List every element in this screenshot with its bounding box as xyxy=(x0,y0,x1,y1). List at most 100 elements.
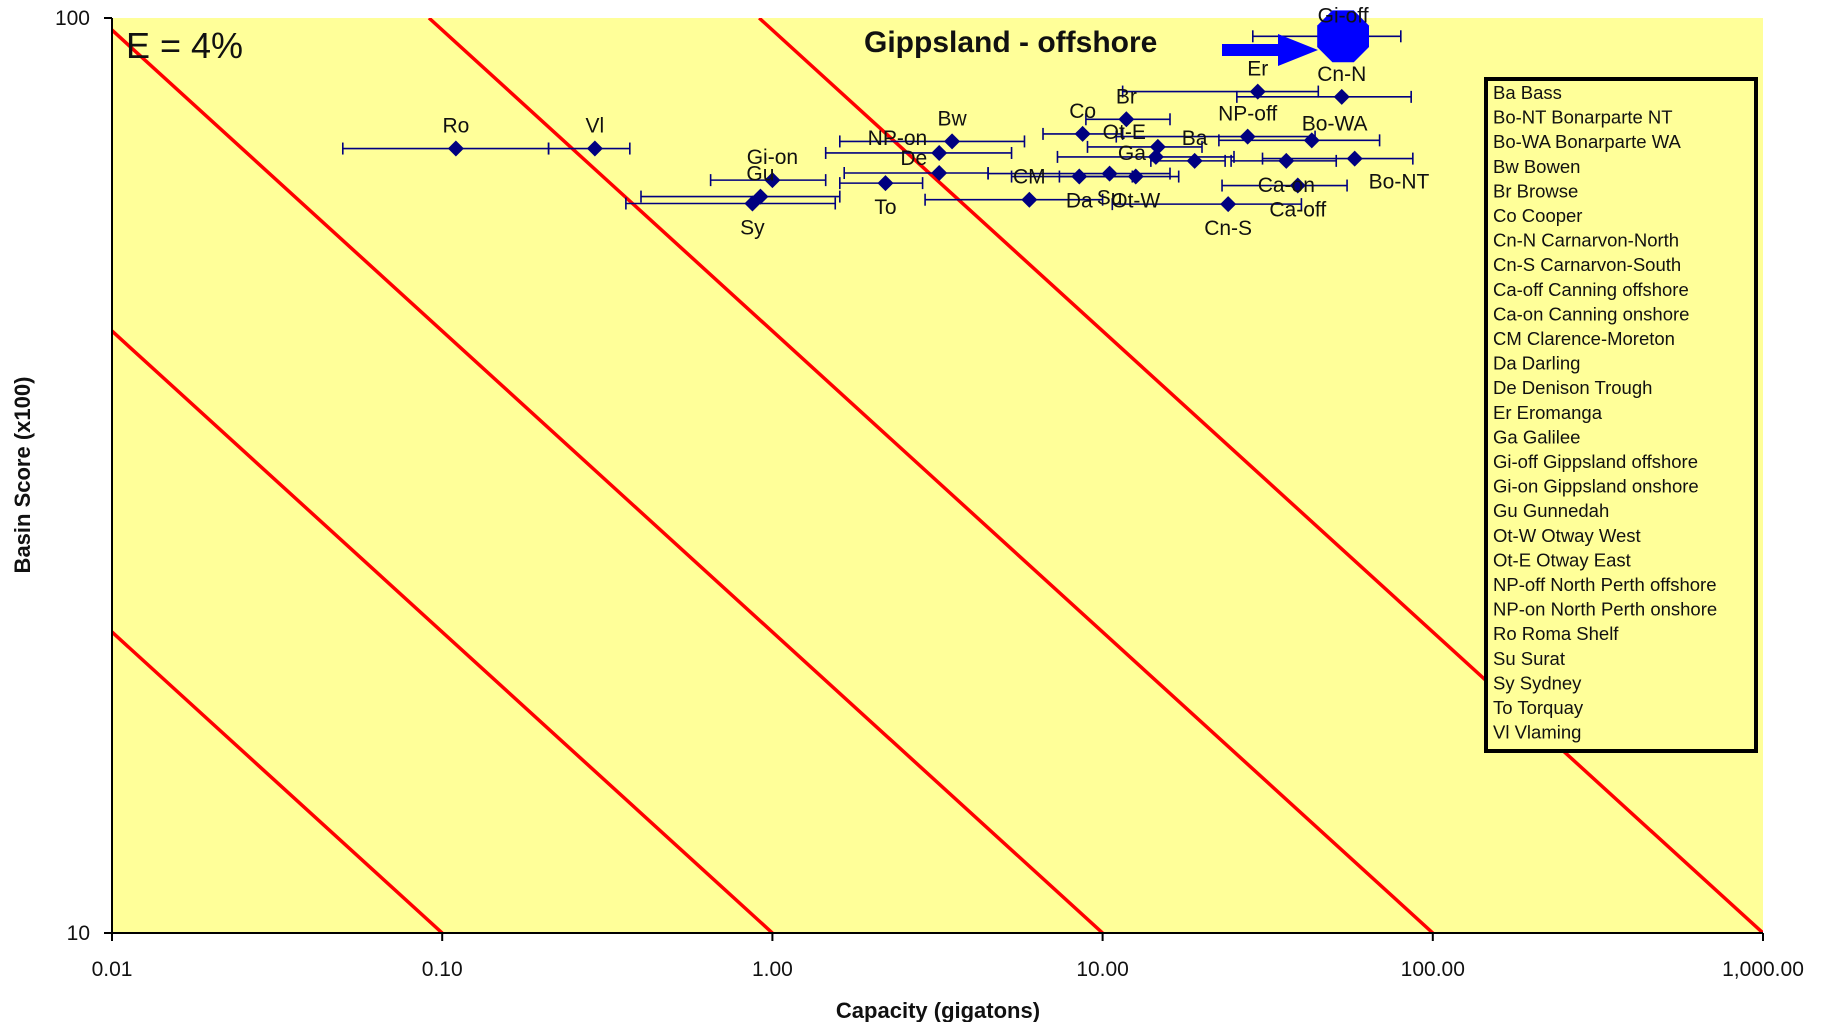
point-label-cn-n: Cn-N xyxy=(1317,63,1366,86)
x-tick-label: 100.00 xyxy=(1401,958,1465,981)
point-label-ot-e: Ot-E xyxy=(1103,121,1146,144)
marker-to xyxy=(877,175,894,192)
legend-entry: Gi-on Gippsland onshore xyxy=(1493,476,1699,497)
point-label-gi-on: Gi-on xyxy=(747,146,798,169)
point-label-bo-nt: Bo-NT xyxy=(1369,171,1430,194)
legend-entry: NP-on North Perth onshore xyxy=(1493,599,1717,620)
highlight-marker-gi-off xyxy=(1317,10,1369,63)
y-tick-label: 10 xyxy=(67,922,90,945)
marker-gi-on xyxy=(764,172,781,189)
point-label-np-on: NP-on xyxy=(868,127,928,150)
marker-de xyxy=(931,165,948,182)
legend-entry: Da Darling xyxy=(1493,353,1580,374)
y-axis-title: Basin Score (x100) xyxy=(10,377,35,574)
legend-entry: To Torquay xyxy=(1493,697,1584,718)
point-label-sy: Sy xyxy=(740,217,765,240)
point-label-cn-s: Cn-S xyxy=(1204,217,1252,240)
legend-entry: Cn-S Carnarvon-South xyxy=(1493,254,1681,275)
marker-cm xyxy=(1021,191,1038,208)
reference-line-2 xyxy=(112,328,774,933)
legend-entry: Ro Roma Shelf xyxy=(1493,623,1619,644)
marker-bo-nt xyxy=(1346,150,1363,167)
point-label-cm: CM xyxy=(1013,166,1046,189)
point-label-ca-on: Ca-on xyxy=(1258,174,1315,197)
point-label-ot-w: Ot-W xyxy=(1111,190,1160,213)
point-label-np-off: NP-off xyxy=(1218,103,1277,126)
reference-line-5 xyxy=(758,18,1763,933)
callout-arrow-icon xyxy=(1222,34,1318,66)
x-tick-label: 1,000.00 xyxy=(1722,958,1804,981)
reference-line-1 xyxy=(112,629,444,933)
efficiency-annotation: E = 4% xyxy=(126,25,243,66)
legend-entry: Gu Gunnedah xyxy=(1493,500,1609,521)
legend-entry: De Denison Trough xyxy=(1493,377,1652,398)
legend-entry: Su Surat xyxy=(1493,648,1565,669)
legend-entry: Ot-W Otway West xyxy=(1493,525,1641,546)
legend-entry: Cn-N Carnarvon-North xyxy=(1493,230,1679,251)
reference-line-4 xyxy=(427,18,1434,933)
legend-entry: Gi-off Gippsland offshore xyxy=(1493,451,1698,472)
marker-ot-e xyxy=(1149,138,1166,155)
point-label-su: Su xyxy=(1097,187,1123,210)
point-label-co: Co xyxy=(1069,100,1096,123)
point-label-er: Er xyxy=(1247,58,1268,81)
point-label-br: Br xyxy=(1116,85,1137,108)
legend-entry: Bw Bowen xyxy=(1493,156,1580,177)
point-label-vl: Vl xyxy=(586,115,605,138)
point-label-da: Da xyxy=(1066,190,1093,213)
marker-ga xyxy=(1147,148,1164,165)
marker-su xyxy=(1101,165,1118,182)
marker-er xyxy=(1249,83,1266,100)
legend-entry: Sy Sydney xyxy=(1493,672,1582,693)
marker-cn-s xyxy=(1220,196,1237,213)
x-tick-label: 0.01 xyxy=(92,958,133,981)
point-label-ca-off: Ca-off xyxy=(1269,199,1326,222)
reference-line-3 xyxy=(112,27,1104,933)
x-tick-label: 0.10 xyxy=(422,958,463,981)
point-label-to: To xyxy=(874,196,896,219)
legend-entry: Ga Galilee xyxy=(1493,426,1580,447)
marker-bo-wa xyxy=(1303,132,1320,149)
point-label-gi-off: Gi-off xyxy=(1318,4,1369,27)
y-tick-label: 100 xyxy=(55,7,90,30)
marker-ca-on xyxy=(1278,152,1295,169)
legend-entry: Vl Vlaming xyxy=(1493,722,1581,743)
legend-entry: Ba Bass xyxy=(1493,82,1562,103)
legend-entry: Br Browse xyxy=(1493,180,1578,201)
legend-entry: Bo-NT Bonarparte NT xyxy=(1493,107,1673,128)
point-label-ba: Ba xyxy=(1182,127,1208,150)
legend-entry: CM Clarence-Moreton xyxy=(1493,328,1675,349)
marker-ot-w xyxy=(1127,168,1144,185)
legend-entry: Bo-WA Bonarparte WA xyxy=(1493,131,1681,152)
marker-sy xyxy=(744,195,761,212)
marker-da xyxy=(1071,168,1088,185)
legend-box xyxy=(1484,77,1758,753)
x-tick-label: 1.00 xyxy=(752,958,793,981)
marker-np-on xyxy=(931,144,948,161)
marker-br xyxy=(1118,111,1135,128)
legend-entry: Ca-off Canning offshore xyxy=(1493,279,1689,300)
marker-bw xyxy=(944,133,961,150)
point-label-ro: Ro xyxy=(442,115,469,138)
marker-np-off xyxy=(1239,128,1256,145)
point-label-gu: Gu xyxy=(746,163,774,186)
marker-ro xyxy=(447,140,464,157)
point-label-de: De xyxy=(900,147,927,170)
x-axis-title: Capacity (gigatons) xyxy=(836,998,1040,1022)
marker-ba xyxy=(1186,152,1203,169)
marker-vl xyxy=(586,140,603,157)
gippsland-offshore-callout: Gippsland - offshore xyxy=(864,26,1157,59)
marker-ca-off xyxy=(1289,177,1306,194)
x-tick-label: 10.00 xyxy=(1076,958,1129,981)
legend-entry: Er Eromanga xyxy=(1493,402,1603,423)
legend-entry: Co Cooper xyxy=(1493,205,1582,226)
marker-cn-n xyxy=(1333,88,1350,105)
legend-entry: NP-off North Perth offshore xyxy=(1493,574,1716,595)
point-label-bw: Bw xyxy=(937,107,967,130)
legend-entry: Ot-E Otway East xyxy=(1493,549,1631,570)
marker-co xyxy=(1074,125,1091,142)
legend-entry: Ca-on Canning onshore xyxy=(1493,303,1689,324)
point-label-bo-wa: Bo-WA xyxy=(1302,112,1368,135)
point-label-ga: Ga xyxy=(1118,142,1146,165)
